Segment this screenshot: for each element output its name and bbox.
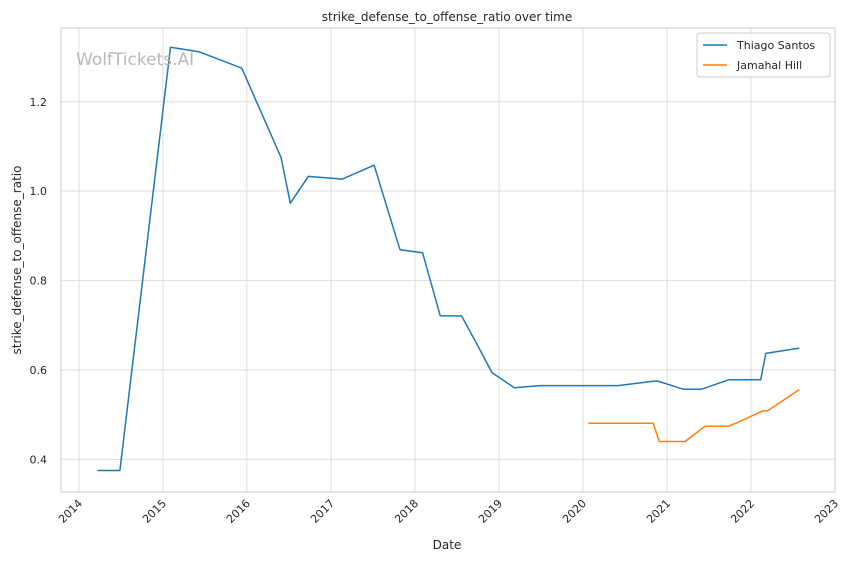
legend-box: [696, 32, 831, 78]
x-axis-label: Date: [433, 538, 462, 552]
legend-label-jamahal-hill: Jamahal Hill: [736, 59, 802, 72]
y-tick-label: 0.6: [30, 364, 48, 377]
plot-frame: [60, 27, 836, 493]
horizontal-gridlines: [61, 101, 835, 460]
chart-title: strike_defense_to_offense_ratio over tim…: [322, 10, 572, 24]
y-axis-label: strike_defense_to_offense_ratio: [10, 166, 24, 355]
series-line-thiago-santos: [97, 46, 800, 472]
y-tick-labels: 0.4 0.6 0.8 1.0 1.2: [30, 96, 48, 467]
watermark: WolfTickets.AI: [76, 50, 194, 70]
legend: Thiago Santos Jamahal Hill: [696, 32, 831, 78]
series-lines: [97, 46, 800, 472]
y-tick-label: 1.2: [30, 96, 48, 109]
y-tick-label: 0.4: [30, 453, 48, 466]
y-tick-label: 0.8: [30, 275, 48, 288]
legend-label-thiago-santos: Thiago Santos: [736, 39, 815, 52]
series-line-jamahal-hill: [588, 388, 800, 443]
y-tick-label: 1.0: [30, 185, 48, 198]
